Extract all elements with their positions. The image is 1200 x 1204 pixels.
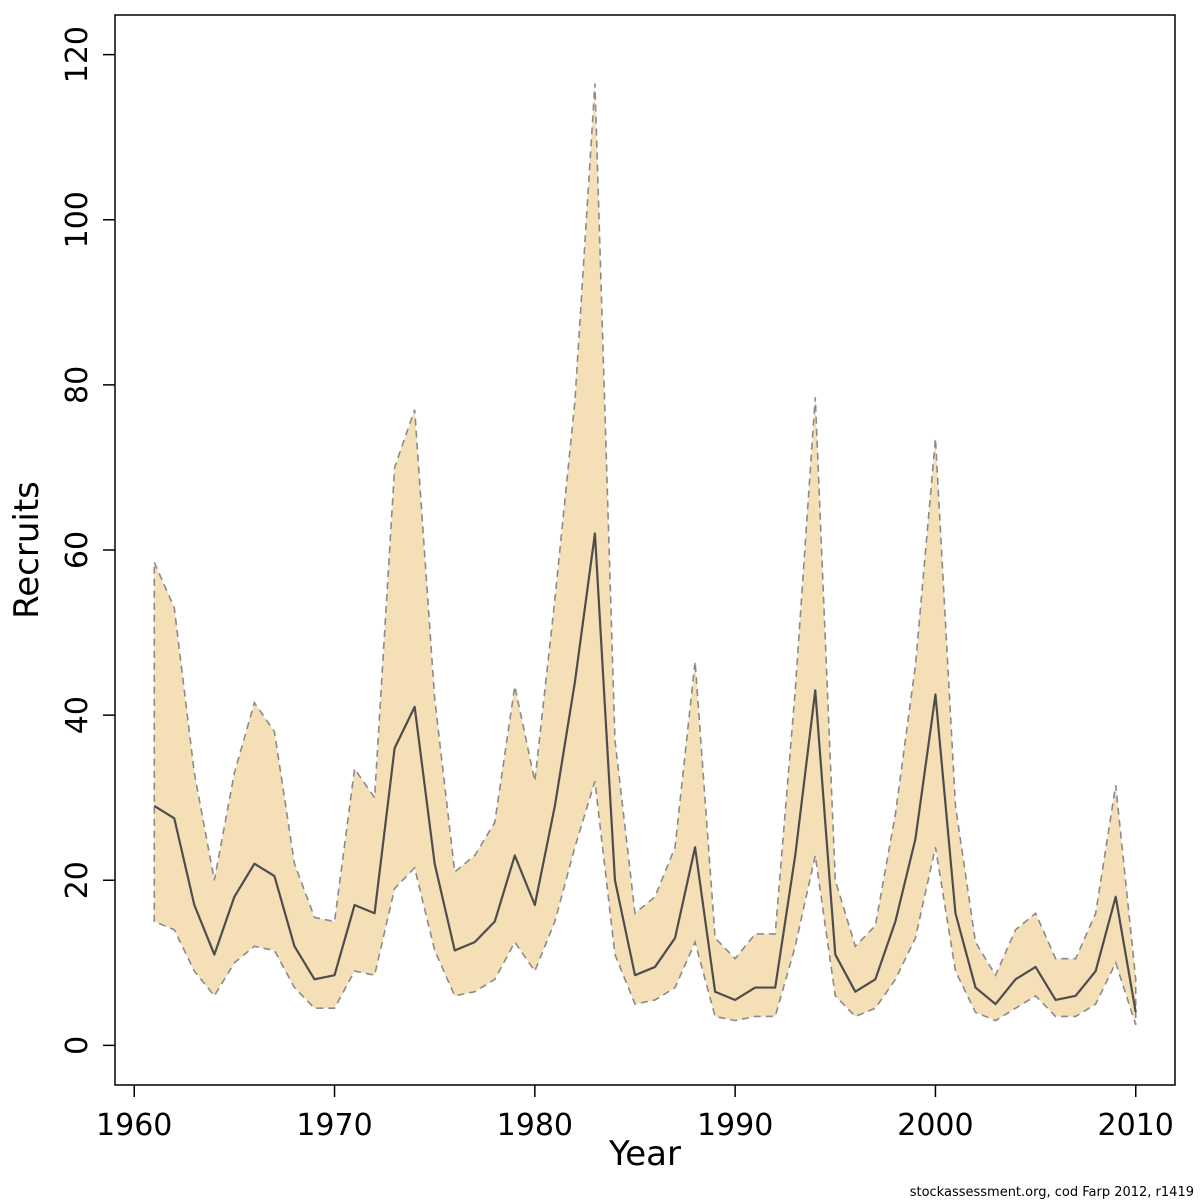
x-tick-label: 1960 bbox=[96, 1108, 172, 1143]
median-line bbox=[153, 532, 1137, 1013]
y-tick-label: 80 bbox=[60, 366, 95, 404]
y-tick-label: 20 bbox=[60, 861, 95, 899]
y-tick-label: 40 bbox=[60, 696, 95, 734]
axis-layer: 1960 1970 1980 1990 2000 2010 0 20 40 60 80 100 120 bbox=[60, 26, 1174, 1143]
y-tick-label: 100 bbox=[60, 191, 95, 248]
x-tick-label: 1990 bbox=[697, 1108, 773, 1143]
x-tick-label: 1980 bbox=[497, 1108, 573, 1143]
x-tick-label: 2010 bbox=[1098, 1108, 1174, 1143]
x-tick-label: 1970 bbox=[296, 1108, 372, 1143]
y-axis-title: Recruits bbox=[7, 481, 47, 619]
plot-layer bbox=[153, 83, 1137, 1025]
confidence-band bbox=[153, 83, 1137, 1025]
y-tick-label: 0 bbox=[60, 1036, 95, 1055]
watermark: stockassessment.org, cod Farp 2012, r141… bbox=[910, 1185, 1194, 1200]
x-tick-label: 2000 bbox=[897, 1108, 973, 1143]
x-axis-title: Year bbox=[608, 1134, 681, 1174]
y-tick-label: 120 bbox=[60, 26, 95, 83]
y-tick-label: 60 bbox=[60, 531, 95, 569]
